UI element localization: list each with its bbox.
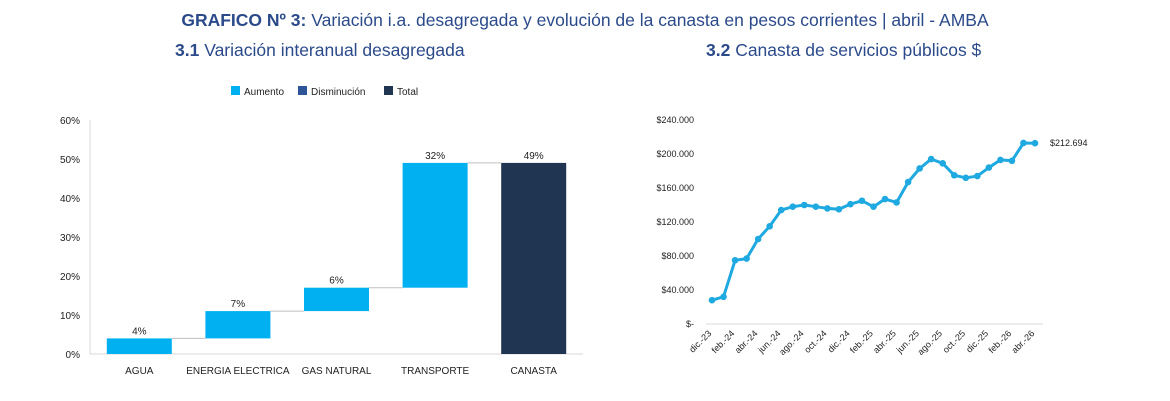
bar-data-label: 7% (231, 299, 246, 310)
data-point (950, 171, 958, 179)
data-point (870, 203, 877, 210)
x-tick-label: feb.-26 (986, 328, 1013, 355)
subtitle-line-number: 3.2 (706, 40, 731, 60)
legend-swatch (231, 86, 240, 95)
subtitle-waterfall-text: Variación interanual desagregada (199, 40, 465, 60)
data-point (974, 172, 981, 180)
x-tick-label: abr.-25 (871, 328, 898, 355)
y-tick-label: 50% (60, 155, 80, 166)
y-tick-label: $40.000 (661, 285, 694, 295)
bar-data-label: 4% (132, 326, 147, 337)
y-tick-label: 20% (60, 272, 80, 283)
bar-data-label: 32% (425, 151, 445, 162)
x-tick-label: feb.-24 (710, 328, 737, 355)
y-tick-label: 60% (60, 116, 80, 127)
data-point (881, 195, 889, 203)
x-category-label: ENERGIA ELECTRICA (186, 366, 290, 377)
x-category-label: TRANSPORTE (401, 366, 469, 377)
chart-title-number: GRAFICO Nº 3: (181, 10, 307, 30)
y-tick-label: 0% (66, 350, 81, 361)
x-tick-label: feb.-25 (848, 328, 875, 355)
data-point (962, 174, 970, 182)
legend-label: Aumento (244, 87, 284, 98)
y-tick-label: $160.000 (656, 183, 694, 193)
data-point (1008, 157, 1016, 165)
data-point (743, 255, 750, 262)
chart-title: GRAFICO Nº 3: Variación i.a. desagregada… (0, 10, 1170, 31)
x-tick-label: ago.-24 (777, 328, 806, 357)
x-tick-label: oct.-24 (802, 328, 829, 355)
x-tick-label: ago.-25 (915, 328, 944, 357)
x-category-label: GAS NATURAL (302, 366, 372, 377)
x-tick-label: dic.-24 (826, 328, 852, 354)
data-point (720, 293, 727, 301)
data-point (985, 164, 993, 171)
data-point (916, 165, 923, 172)
subtitle-line: 3.2 Canasta de servicios públicos $ (706, 40, 981, 61)
data-point (1020, 139, 1027, 147)
y-tick-label: 40% (60, 194, 80, 205)
end-value-label: $212.694 (1050, 138, 1088, 148)
y-tick-label: 10% (60, 311, 80, 322)
x-category-label: AGUA (125, 366, 154, 377)
bar-gas-natural (304, 287, 369, 312)
data-point (789, 203, 797, 210)
data-point (997, 156, 1004, 164)
data-point (754, 235, 762, 243)
data-point (927, 155, 935, 163)
bar-agua (106, 338, 172, 354)
y-tick-label: $80.000 (661, 251, 694, 261)
data-point (800, 201, 808, 209)
y-tick-label: 30% (60, 233, 80, 244)
legend-label: Disminución (311, 87, 365, 98)
data-point (893, 199, 900, 206)
data-point (824, 205, 831, 212)
x-tick-label: abr.-26 (1010, 328, 1037, 355)
y-tick-label: $- (686, 319, 694, 329)
legend-swatch (298, 86, 307, 95)
legend-label: Total (397, 87, 418, 98)
chart-title-text: Variación i.a. desagregada y evolución d… (306, 10, 989, 30)
bar-data-label: 6% (329, 276, 344, 287)
bar-data-label: 49% (524, 151, 544, 162)
data-point (1031, 139, 1039, 147)
x-tick-label: dic.-23 (687, 328, 713, 354)
data-point (858, 197, 866, 205)
data-point (731, 256, 739, 264)
x-tick-label: abr.-24 (733, 328, 760, 355)
y-tick-label: $120.000 (656, 217, 694, 227)
data-point (812, 203, 820, 210)
bar-transporte (402, 162, 468, 288)
data-point (939, 160, 947, 167)
data-point (777, 206, 785, 214)
waterfall-chart: 0% 10% 20% 30% 40% 50% 60% 4% AGUA 7% ENERGIA ELEC… (60, 86, 583, 377)
subtitle-waterfall-number: 3.1 (175, 40, 200, 60)
subtitle-line-text: Canasta de servicios públicos $ (730, 40, 982, 60)
x-tick-label: oct.-25 (941, 328, 968, 355)
bar-energia-electrica (205, 311, 271, 339)
bar-canasta (501, 162, 567, 354)
line-chart: $- $40.000 $80.000 $120.000 $160.000 $200.000… (656, 115, 1088, 357)
data-point (835, 205, 843, 213)
data-point (847, 200, 854, 208)
y-tick-label: $200.000 (656, 149, 694, 159)
subtitle-waterfall: 3.1 Variación interanual desagregada (175, 40, 465, 61)
x-category-label: CANASTA (510, 366, 557, 377)
data-point (708, 296, 716, 304)
y-tick-label: $240.000 (656, 115, 694, 125)
data-point (904, 178, 912, 186)
legend-swatch (384, 86, 393, 95)
data-point (766, 222, 773, 230)
x-tick-label: dic.-25 (964, 328, 990, 354)
